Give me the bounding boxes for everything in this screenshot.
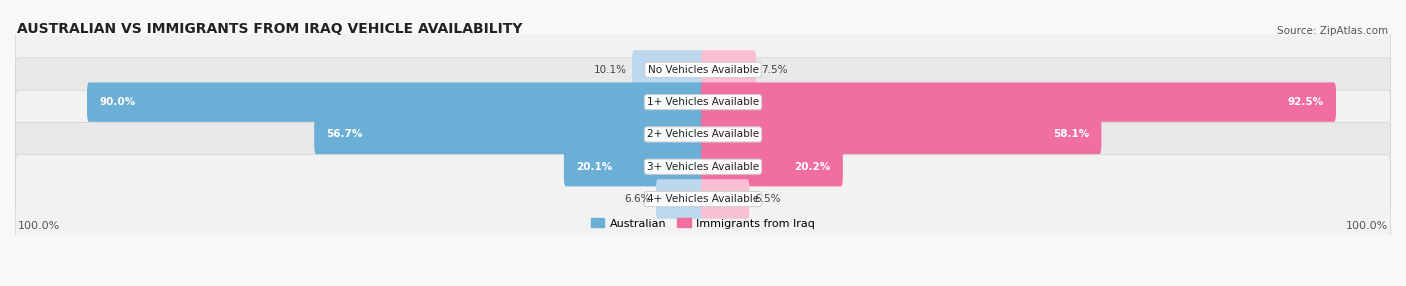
FancyBboxPatch shape bbox=[702, 147, 842, 186]
FancyBboxPatch shape bbox=[314, 115, 704, 154]
Text: 90.0%: 90.0% bbox=[100, 97, 135, 107]
Text: 100.0%: 100.0% bbox=[1347, 221, 1389, 231]
Text: 6.5%: 6.5% bbox=[754, 194, 780, 204]
FancyBboxPatch shape bbox=[564, 147, 704, 186]
FancyBboxPatch shape bbox=[87, 82, 704, 122]
FancyBboxPatch shape bbox=[15, 58, 1391, 146]
Text: 92.5%: 92.5% bbox=[1288, 97, 1323, 107]
Text: 1+ Vehicles Available: 1+ Vehicles Available bbox=[647, 97, 759, 107]
Text: 10.1%: 10.1% bbox=[595, 65, 627, 75]
Text: 56.7%: 56.7% bbox=[326, 130, 363, 139]
FancyBboxPatch shape bbox=[702, 82, 1336, 122]
Text: 20.1%: 20.1% bbox=[576, 162, 613, 172]
Text: 4+ Vehicles Available: 4+ Vehicles Available bbox=[647, 194, 759, 204]
Text: 3+ Vehicles Available: 3+ Vehicles Available bbox=[647, 162, 759, 172]
Text: AUSTRALIAN VS IMMIGRANTS FROM IRAQ VEHICLE AVAILABILITY: AUSTRALIAN VS IMMIGRANTS FROM IRAQ VEHIC… bbox=[17, 22, 523, 36]
FancyBboxPatch shape bbox=[15, 122, 1391, 211]
Text: 58.1%: 58.1% bbox=[1053, 130, 1090, 139]
FancyBboxPatch shape bbox=[702, 115, 1101, 154]
FancyBboxPatch shape bbox=[657, 179, 704, 219]
Text: 20.2%: 20.2% bbox=[794, 162, 831, 172]
Text: 6.6%: 6.6% bbox=[624, 194, 651, 204]
Text: 2+ Vehicles Available: 2+ Vehicles Available bbox=[647, 130, 759, 139]
FancyBboxPatch shape bbox=[702, 50, 756, 90]
Text: 100.0%: 100.0% bbox=[17, 221, 59, 231]
Text: Source: ZipAtlas.com: Source: ZipAtlas.com bbox=[1278, 26, 1389, 36]
FancyBboxPatch shape bbox=[15, 26, 1391, 114]
FancyBboxPatch shape bbox=[15, 155, 1391, 243]
Legend: Australian, Immigrants from Iraq: Australian, Immigrants from Iraq bbox=[586, 214, 820, 233]
FancyBboxPatch shape bbox=[15, 90, 1391, 179]
Text: 7.5%: 7.5% bbox=[761, 65, 787, 75]
Text: No Vehicles Available: No Vehicles Available bbox=[648, 65, 758, 75]
FancyBboxPatch shape bbox=[633, 50, 704, 90]
FancyBboxPatch shape bbox=[702, 179, 749, 219]
